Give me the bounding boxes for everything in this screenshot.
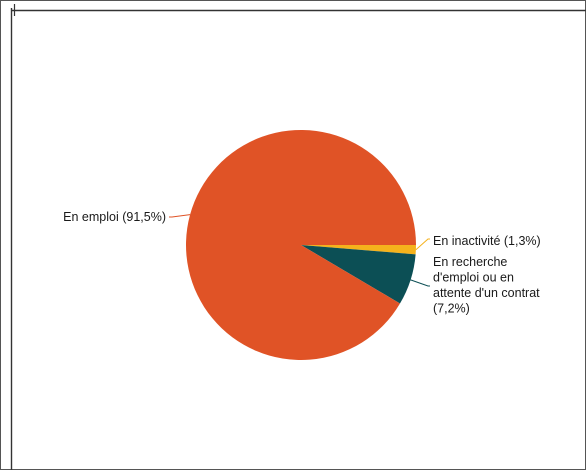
slice-labels: En inactivité (1,3%) En recherche d'emploi… (63, 210, 541, 316)
slice-label: En emploi (91,5%) (63, 210, 166, 224)
pie-slice (186, 129, 416, 360)
slice-label-line: d'emploi ou en (433, 271, 514, 285)
slice-label: En recherche d'emploi ou en attente d'un c… (433, 255, 540, 316)
pie-slice (301, 245, 416, 304)
pie-slice (301, 245, 416, 255)
pie-slices (186, 129, 416, 360)
slice-label-line: attente d'un contrat (433, 286, 540, 300)
slice-label: En inactivité (1,3%) (433, 234, 541, 248)
leader-line (169, 214, 191, 218)
slice-label-line: (7,2%) (433, 302, 470, 316)
slice-label-line: En recherche (433, 255, 507, 269)
leader-line (410, 279, 430, 287)
slice-label-line: En emploi (91,5%) (63, 210, 166, 224)
leader-line (415, 238, 430, 251)
leader-lines (169, 214, 430, 287)
slice-label-line: En inactivité (1,3%) (433, 234, 541, 248)
